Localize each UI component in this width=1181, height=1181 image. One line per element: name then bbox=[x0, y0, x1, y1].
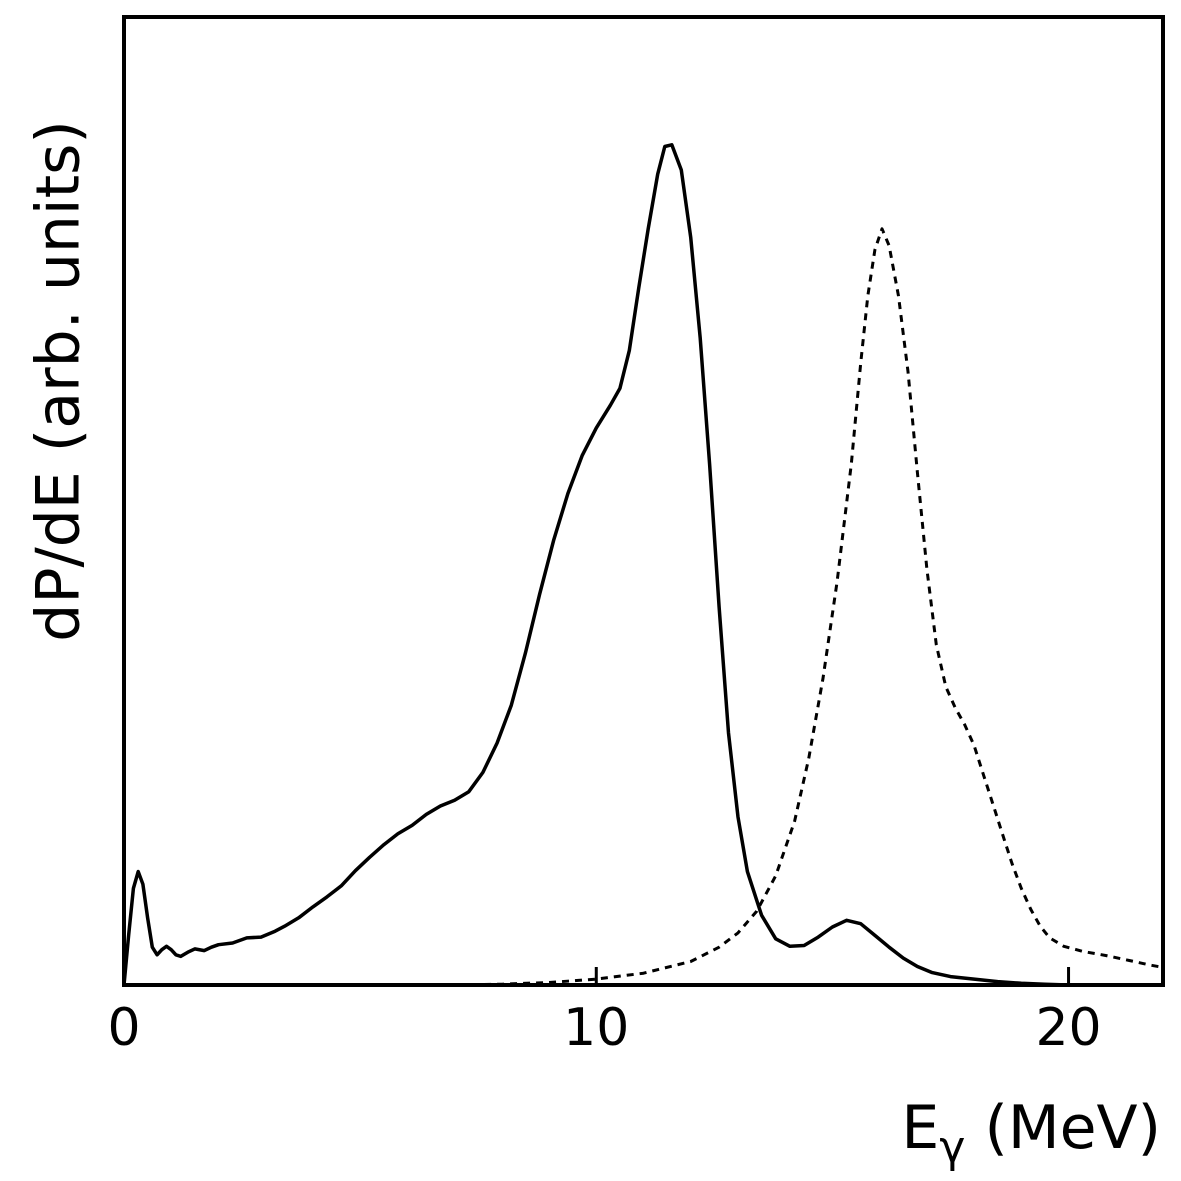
series-layer bbox=[122, 143, 1164, 987]
x-tick-label-0: 0 bbox=[107, 998, 140, 1058]
x-tick-label-20: 20 bbox=[1035, 998, 1101, 1058]
plot-frame bbox=[122, 15, 1165, 987]
x-tick-labels: 0 10 20 bbox=[107, 998, 1101, 1058]
series-line-solid bbox=[122, 143, 1071, 987]
series-line-dashed bbox=[445, 227, 1164, 987]
x-axis-label-subscript: γ bbox=[939, 1122, 965, 1173]
x-axis-label-main: E bbox=[901, 1093, 939, 1163]
x-axis-label-unit: (MeV) bbox=[965, 1093, 1161, 1163]
x-ticks bbox=[122, 967, 1071, 985]
y-axis-label: dP/dE (arb. units) bbox=[24, 120, 94, 642]
plot-area: 0 10 20 bbox=[107, 15, 1165, 1058]
x-axis-label: Eγ (MeV) bbox=[901, 1093, 1161, 1173]
x-tick-label-10: 10 bbox=[563, 998, 629, 1058]
